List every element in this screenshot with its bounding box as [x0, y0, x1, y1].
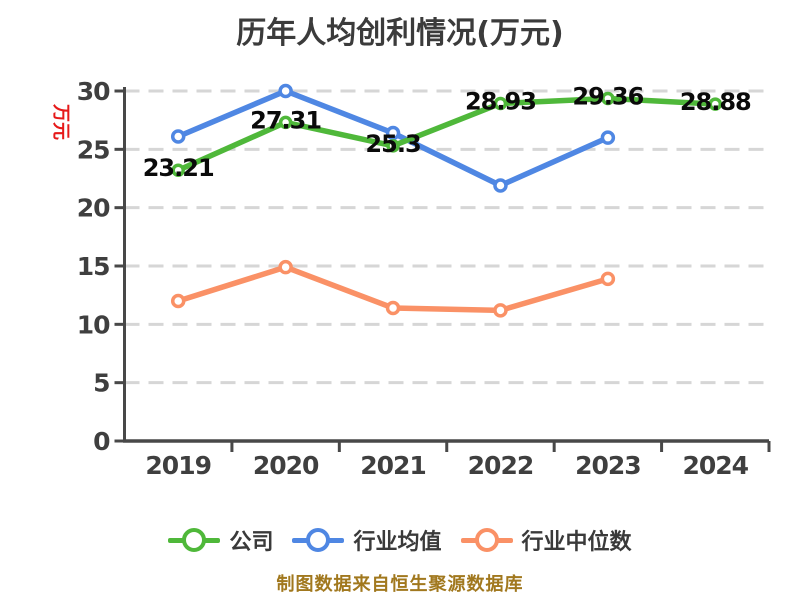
data-point-marker-0: [386, 139, 400, 153]
y-axis-tick-label: 30: [77, 77, 110, 106]
legend-marker-industry-median: [460, 527, 513, 553]
legend-marker-company: [168, 527, 221, 553]
data-point-marker-0: [601, 91, 615, 106]
data-point-marker-2: [170, 293, 186, 309]
legend-label-industry-median: 行业中位数: [521, 530, 632, 555]
data-point-marker-0: [708, 97, 723, 111]
y-axis-tick-label: 25: [77, 135, 110, 164]
data-point-label: 29.36: [572, 82, 643, 110]
legend-item-industry-mean[interactable]: 行业均值: [292, 524, 442, 556]
data-point-marker-1: [493, 178, 508, 193]
chart-title: 历年人均创利情况(万元): [236, 16, 564, 51]
legend: 公司 行业均值 行业中位数: [0, 524, 800, 556]
y-axis-tick-label: 0: [93, 427, 110, 456]
x-axis-tick-label: 2021: [360, 451, 426, 480]
data-point-marker-1: [170, 129, 186, 144]
data-point-marker-2: [278, 259, 293, 275]
data-point-label: 28.88: [680, 88, 751, 116]
legend-circle-icon: [306, 528, 331, 552]
x-axis-tick-label: 2024: [682, 451, 748, 480]
data-point-marker-0: [171, 163, 185, 177]
x-axis-tick-label: 2022: [468, 451, 534, 480]
legend-circle-icon: [474, 528, 499, 552]
series-line-0: [175, 95, 719, 173]
data-point-marker-0: [493, 96, 508, 111]
legend-circle-icon: [182, 528, 207, 552]
data-point-marker-1: [278, 83, 293, 99]
data-point-label: 28.93: [465, 87, 536, 115]
data-point-label: 23.21: [143, 154, 214, 182]
y-axis-tick-label: 20: [77, 194, 110, 223]
y-axis-tick-label: 10: [77, 310, 110, 339]
legend-label-company: 公司: [229, 530, 274, 555]
legend-item-company[interactable]: 公司: [168, 524, 273, 556]
footer-source: 制图数据来自恒生聚源数据库: [276, 574, 524, 595]
x-axis-tick-label: 2023: [575, 451, 641, 480]
data-point-label: 27.31: [250, 106, 321, 134]
data-point-marker-1: [385, 125, 401, 141]
x-axis-tick-label: 2019: [145, 451, 211, 480]
legend-marker-industry-mean: [292, 527, 345, 553]
legend-item-industry-median[interactable]: 行业中位数: [460, 524, 632, 556]
data-point-marker-2: [600, 271, 616, 287]
y-axis-tick-label: 5: [93, 369, 109, 398]
data-point-marker-2: [385, 300, 401, 316]
data-point-marker-2: [493, 303, 508, 318]
x-axis-tick-label: 2020: [253, 451, 319, 480]
data-point-label: 25.3: [365, 130, 420, 158]
data-point-marker-1: [600, 130, 616, 145]
data-point-marker-0: [278, 115, 293, 130]
y-axis-tick-label: 15: [77, 252, 110, 281]
legend-label-industry-mean: 行业均值: [353, 530, 442, 555]
